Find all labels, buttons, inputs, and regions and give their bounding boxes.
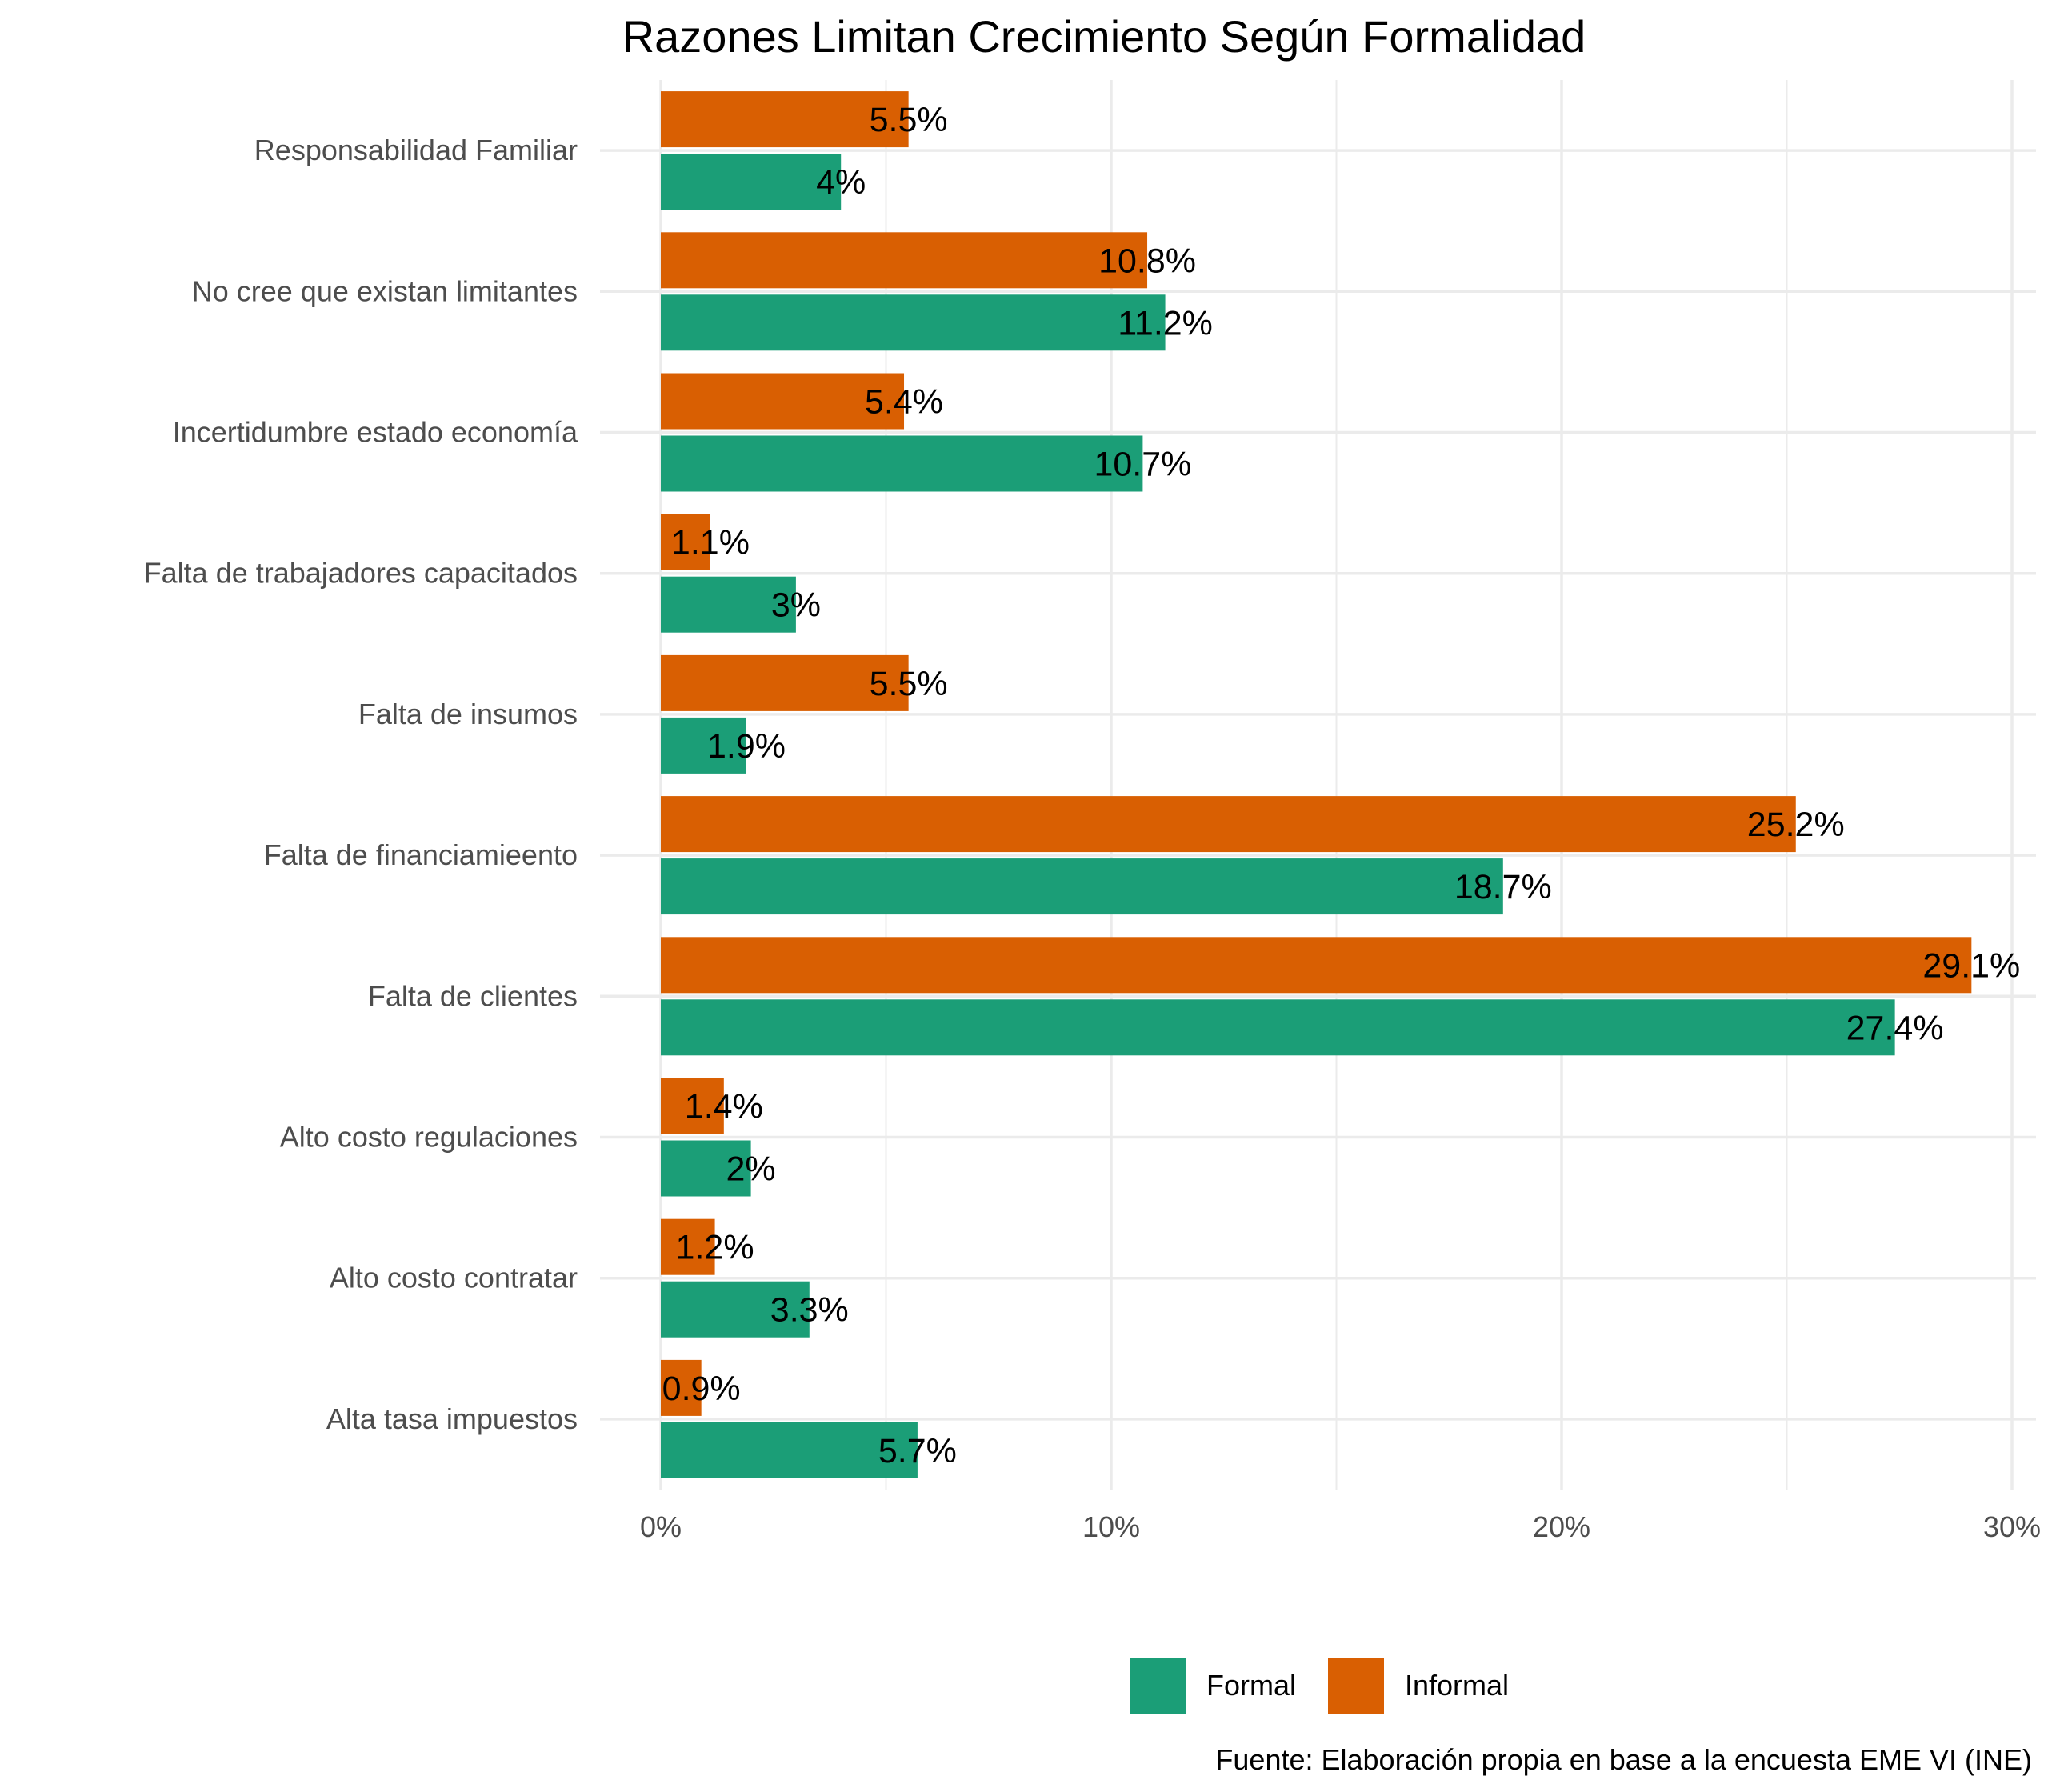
data-label-formal: 18.7% (1454, 868, 1552, 906)
data-label-formal: 4% (816, 163, 866, 202)
category-label: Falta de financiamieento (264, 838, 578, 871)
bar-formal (661, 154, 842, 210)
x-tick-label: 30% (1983, 1510, 2041, 1543)
legend-key-informal (1328, 1658, 1384, 1714)
data-label-informal: 0.9% (662, 1370, 741, 1408)
bar-informal (661, 1359, 702, 1416)
x-tick-label: 20% (1533, 1510, 1590, 1543)
category-label: Falta de insumos (358, 698, 578, 730)
data-label-informal: 5.5% (870, 665, 948, 703)
bar-formal (661, 1140, 751, 1197)
bar-informal (661, 91, 909, 148)
value-axis: 0% 10% 20% 30% (640, 1510, 2041, 1543)
data-label-informal: 1.2% (676, 1229, 754, 1267)
category-label: No cree que existan limitantes (192, 274, 578, 307)
data-label-formal: 3.3% (770, 1291, 849, 1330)
bars (661, 91, 1972, 1478)
bar-formal (661, 858, 1503, 915)
bar-informal (661, 514, 710, 570)
bar-informal (661, 796, 1796, 853)
category-label: Alto costo regulaciones (280, 1121, 578, 1154)
legend: Formal Informal (1130, 1658, 1509, 1714)
category-label: Alta tasa impuestos (326, 1402, 578, 1435)
bar-informal (661, 1078, 724, 1134)
bar-formal (661, 717, 746, 774)
bar-informal (661, 1218, 715, 1275)
bar-informal (661, 373, 905, 430)
legend-label-informal: Informal (1405, 1669, 1509, 1702)
data-label-formal: 1.9% (707, 727, 786, 766)
bar-formal (661, 999, 1895, 1056)
data-label-informal: 29.1% (1922, 946, 2020, 985)
bar-informal (661, 937, 1972, 994)
chart-caption: Fuente: Elaboración propia en base a la … (1215, 1743, 2032, 1776)
category-label: Responsabilidad Familiar (254, 134, 578, 166)
bar-formal (661, 1422, 918, 1478)
legend-key-formal (1130, 1658, 1186, 1714)
category-label: Falta de clientes (368, 979, 578, 1012)
data-label-formal: 11.2% (1118, 304, 1213, 342)
data-label-informal: 25.2% (1747, 806, 1845, 844)
bar-formal (661, 294, 1166, 351)
data-label-informal: 10.8% (1098, 242, 1196, 280)
data-label-informal: 5.4% (865, 383, 943, 422)
x-tick-label: 10% (1082, 1510, 1140, 1543)
data-label-formal: 10.7% (1094, 446, 1191, 484)
category-label: Alto costo contratar (330, 1262, 578, 1294)
data-label-informal: 1.1% (671, 524, 750, 562)
data-label-informal: 5.5% (870, 101, 948, 139)
chart-title: Razones Limitan Crecimiento Según Formal… (622, 11, 1586, 62)
bar-informal (661, 232, 1148, 289)
data-label-formal: 2% (726, 1150, 776, 1189)
category-axis: Responsabilidad Familiar No cree que exis… (144, 134, 578, 1435)
data-label-formal: 27.4% (1846, 1009, 1944, 1047)
bar-formal (661, 1281, 810, 1338)
data-label-formal: 3% (771, 586, 821, 625)
grid (600, 80, 2036, 1490)
data-labels: 5.5%4%10.8%11.2%5.4%10.7%1.1%3%5.5%1.9%2… (662, 101, 2021, 1470)
bar-informal (661, 654, 909, 711)
bar-formal (661, 435, 1143, 492)
data-label-informal: 1.4% (685, 1088, 763, 1126)
x-tick-label: 0% (640, 1510, 682, 1543)
data-label-formal: 5.7% (878, 1432, 957, 1470)
category-label: Falta de trabajadores capacitados (144, 557, 578, 590)
legend-label-formal: Formal (1206, 1669, 1296, 1702)
bar-formal (661, 576, 796, 633)
category-label: Incertidumbre estado economía (173, 416, 578, 449)
